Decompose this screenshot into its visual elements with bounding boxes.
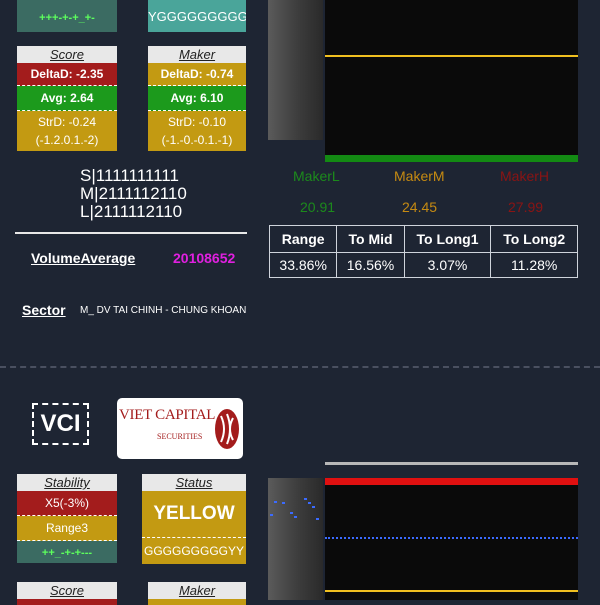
code-mid: M|2111112110	[80, 184, 187, 203]
maker-level-high-label: MakerH	[500, 168, 550, 184]
company-logo: VIET CAPITAL SECURITIES	[117, 398, 243, 459]
score-avg: Avg: 2.64	[17, 86, 117, 111]
chart2-gold-line	[325, 590, 578, 592]
score-delta: DeltaD: -2.35	[17, 63, 117, 86]
score-range: (-1.2.0.1.-2)	[17, 131, 117, 151]
maker-title: Maker	[148, 46, 246, 63]
maker-strd: StrD: -0.10	[148, 111, 246, 131]
chart-shadow-bars	[268, 0, 323, 140]
score-strd: StrD: -0.24	[17, 111, 117, 131]
maker-avg: Avg: 6.10	[148, 86, 246, 111]
maker-level-low-label: MakerL	[293, 168, 340, 184]
score-card: Score DeltaD: -2.35 Avg: 2.64 StrD: -0.2…	[17, 46, 117, 151]
stats-value-to-mid: 16.56%	[336, 252, 405, 278]
maker-card: Maker DeltaD: -0.74 Avg: 6.10 StrD: -0.1…	[148, 46, 246, 151]
stats-header-to-long2: To Long2	[490, 225, 578, 253]
signal-strip-right: YGGGGGGGGGG	[148, 0, 246, 32]
stats-value-to-long2: 11.28%	[490, 252, 578, 278]
logo-emblem-icon	[215, 409, 239, 449]
maker-card-2: Maker	[148, 582, 246, 605]
code-long: L|2111112110	[80, 202, 183, 221]
score-card-2: Score	[17, 582, 117, 605]
ticker-symbol-box[interactable]: VCI	[32, 403, 89, 445]
stability-value: X5(-3%)	[17, 491, 117, 516]
chart-volume-bar	[325, 155, 578, 162]
score-title-2: Score	[17, 582, 117, 599]
stats-header-range: Range	[268, 225, 338, 253]
chart2-scatter-dots	[270, 498, 319, 520]
chart2-plot-area	[325, 478, 578, 600]
sector-value: M_ DV TAI CHINH - CHUNG KHOAN	[80, 305, 247, 316]
status-value: YELLOW	[142, 491, 246, 538]
divider-line	[15, 232, 247, 234]
chart-level-line	[325, 55, 578, 57]
chart2-dotted-line	[325, 537, 578, 539]
maker-level-mid-label: MakerM	[394, 168, 445, 184]
chart2-shadow-bars	[268, 478, 323, 600]
code-short: S|1111111111	[80, 166, 179, 185]
status-title: Status	[142, 474, 246, 491]
maker-level-low-value: 20.91	[300, 199, 336, 215]
chart2-top-line	[325, 462, 578, 465]
stability-title: Stability	[17, 474, 117, 491]
signal-strip-left: +++-+-+_+-	[17, 0, 117, 32]
maker-range: (-1.-0.-0.1.-1)	[148, 131, 246, 151]
stability-card: Stability X5(-3%) Range3 ++_-+-+---	[17, 474, 117, 563]
price-chart-2	[268, 462, 578, 600]
sector-label: Sector	[22, 302, 66, 318]
logo-wordmark: VIET CAPITAL	[119, 407, 216, 423]
stats-header-to-mid: To Mid	[336, 225, 405, 253]
section-separator	[0, 366, 600, 368]
maker-level-high-value: 27.99	[508, 199, 544, 215]
status-signal: GGGGGGGGGYY	[142, 538, 246, 564]
chart2-red-line	[325, 478, 578, 485]
stability-range: Range3	[17, 516, 117, 541]
maker-level-mid-value: 24.45	[402, 199, 438, 215]
stability-signal: ++_-+-+---	[17, 541, 117, 563]
logo-subtitle: SECURITIES	[157, 432, 203, 441]
stats-value-to-long1: 3.07%	[403, 252, 492, 278]
stats-value-range: 33.86%	[268, 252, 338, 278]
maker-delta: DeltaD: -0.74	[148, 63, 246, 86]
volume-value: 20108652	[173, 250, 236, 266]
price-chart	[268, 0, 578, 162]
maker-title-2: Maker	[148, 582, 246, 599]
stats-table: Range To Mid To Long1 To Long2 33.86% 16…	[268, 225, 578, 278]
status-card: Status YELLOW GGGGGGGGGYY	[142, 474, 246, 564]
score-title: Score	[17, 46, 117, 63]
chart-plot-area	[325, 0, 578, 155]
stats-header-to-long1: To Long1	[403, 225, 492, 253]
volume-label: VolumeAverage	[31, 250, 136, 266]
